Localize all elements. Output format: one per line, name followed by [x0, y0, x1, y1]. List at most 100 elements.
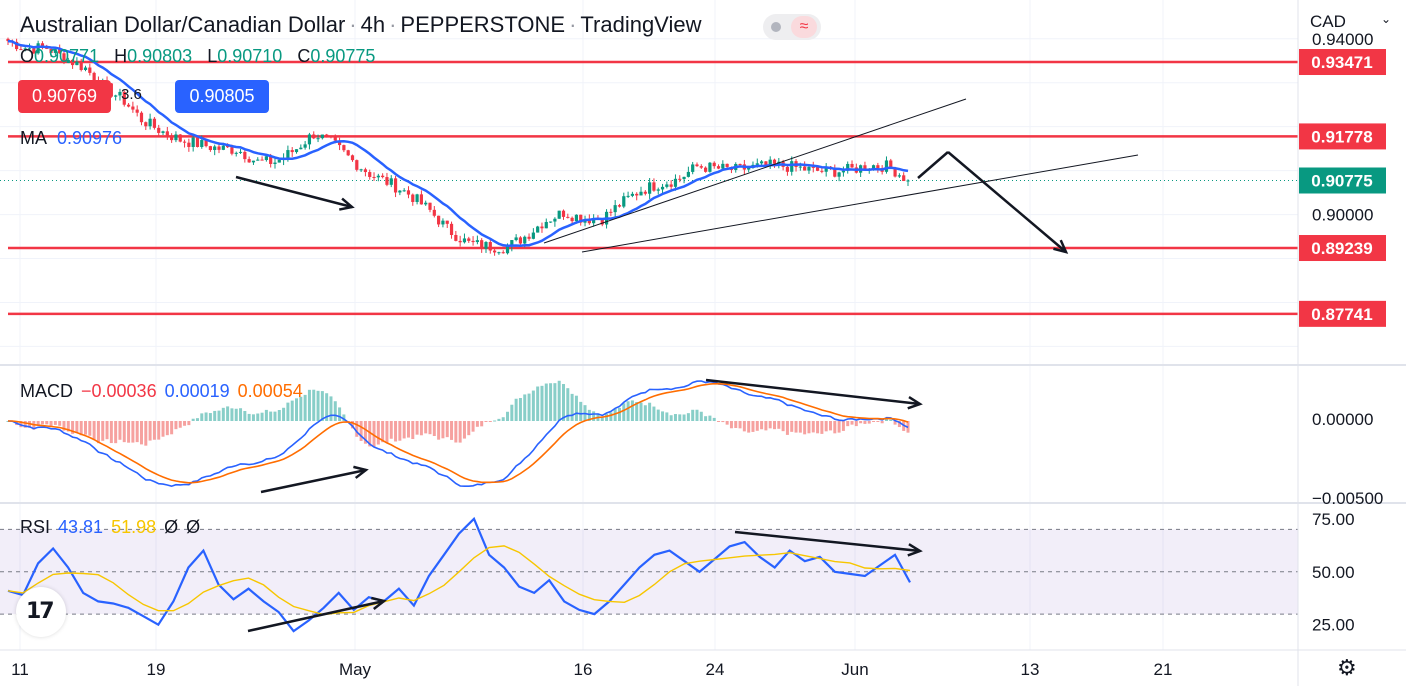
macd-histogram-bar — [678, 414, 682, 421]
symbol-name[interactable]: Australian Dollar/Canadian Dollar — [20, 12, 346, 37]
macd-histogram-bar — [729, 421, 733, 429]
macd-histogram-bar — [269, 411, 273, 421]
macd-histogram-bar — [717, 421, 721, 422]
rsi-extra-2: Ø — [186, 517, 201, 537]
candle-body — [768, 159, 772, 166]
candle-body — [544, 221, 548, 229]
candle-body — [764, 161, 768, 166]
x-tick-label: 11 — [11, 660, 29, 679]
candle-body — [725, 163, 729, 167]
ma-legend[interactable]: MA 0.90976 — [20, 128, 122, 149]
candle-body — [135, 109, 139, 113]
currency-selector[interactable]: CAD — [1310, 12, 1346, 31]
wave-icon[interactable]: ≈ — [791, 16, 817, 38]
macd-histogram-bar — [260, 412, 264, 421]
candle-body — [27, 48, 32, 50]
candle-body — [811, 166, 815, 168]
macd-histogram-bar — [527, 393, 531, 421]
candle-body — [174, 134, 178, 141]
candle-body — [256, 159, 260, 161]
macd-histogram-bar — [58, 421, 62, 426]
macd-histogram-bar — [686, 413, 690, 421]
low-value: 0.90710 — [217, 46, 283, 66]
candle-body — [467, 238, 471, 241]
platform-label: TradingView — [580, 12, 702, 37]
candle-body — [759, 161, 764, 164]
candle-body — [820, 170, 824, 172]
macd-histogram-bar — [243, 411, 247, 421]
macd-histogram-bar — [36, 421, 40, 426]
x-tick-label: 19 — [147, 660, 166, 679]
macd-histogram-bar — [635, 402, 639, 421]
macd-histogram-bar — [738, 421, 742, 429]
macd-histogram-bar — [200, 413, 204, 421]
candle-body — [337, 140, 342, 146]
price-pane — [6, 37, 910, 256]
candle-body — [536, 226, 540, 233]
candle-body — [673, 178, 678, 187]
macd-histogram-bar — [798, 421, 802, 433]
level-price-label: 0.89239 — [1311, 239, 1372, 258]
macd-histogram-bar — [424, 421, 428, 434]
macd-histogram-bar — [514, 398, 518, 421]
candle-body — [269, 156, 273, 164]
last-price-tag — [1299, 167, 1386, 194]
status-dot-icon[interactable] — [771, 22, 781, 32]
macd-histogram-bar — [458, 421, 462, 443]
macd-histogram-bar — [540, 385, 544, 421]
candle-body — [531, 232, 535, 239]
candle-body — [208, 146, 212, 150]
candle-body — [165, 131, 169, 136]
rsi-legend[interactable]: RSI 43.81 51.98 Ø Ø — [20, 517, 200, 538]
chevron-down-icon[interactable]: ⌄ — [1381, 12, 1392, 26]
gear-icon[interactable]: ⚙ — [1337, 655, 1357, 680]
candle-body — [846, 163, 850, 171]
macd-histogram-bar — [704, 416, 708, 421]
candle-body — [458, 240, 462, 243]
candle-body — [837, 172, 841, 177]
macd-histogram-bar — [467, 421, 471, 436]
y-tick-label: −0.00500 — [1312, 489, 1383, 508]
macd-histogram-bar — [673, 414, 677, 421]
horizontal-levels — [0, 60, 1298, 316]
sell-button[interactable]: 0.90769 — [18, 80, 111, 113]
header-toggle-group[interactable]: ≈ — [763, 14, 821, 40]
macd-histogram-bar — [493, 420, 497, 422]
macd-histogram-bar — [841, 421, 845, 431]
candle-body — [79, 61, 83, 70]
channel-lower-line — [581, 154, 1139, 253]
candle-body — [592, 218, 596, 224]
macd-histogram-bar — [501, 417, 505, 421]
macd-histogram-bar — [626, 401, 630, 421]
macd-histogram-bar — [325, 393, 329, 421]
macd-histogram-bar — [807, 421, 811, 434]
macd-histogram-bar — [406, 421, 410, 438]
candle-body — [114, 95, 118, 97]
interval-label[interactable]: 4h — [360, 12, 386, 37]
tradingview-logo-icon[interactable]: 17 — [16, 587, 66, 637]
candle-body — [148, 118, 152, 127]
macd-histogram-bar — [790, 421, 794, 432]
candle-body — [359, 169, 363, 171]
candle-body — [32, 48, 36, 54]
macd-legend[interactable]: MACD −0.00036 0.00019 0.00054 — [20, 381, 303, 402]
macd-histogram-bar — [880, 421, 884, 424]
candle-body — [247, 159, 251, 163]
macd-histogram-bar — [118, 421, 122, 440]
x-tick-label: May — [339, 660, 372, 679]
candle-body — [648, 182, 652, 194]
rsi-line — [7, 516, 911, 633]
candle-body — [109, 83, 113, 97]
candle-body — [471, 240, 475, 243]
channel-upper-line — [543, 98, 967, 244]
buy-button[interactable]: 0.90805 — [175, 80, 269, 113]
macd-histogram-bar — [747, 421, 751, 433]
candle-body — [312, 134, 316, 139]
candle-body — [518, 237, 523, 244]
candle-body — [363, 169, 368, 173]
macd-histogram-bar — [656, 409, 660, 421]
macd-histogram-bar — [109, 421, 113, 444]
macd-histogram-bar — [742, 421, 746, 432]
